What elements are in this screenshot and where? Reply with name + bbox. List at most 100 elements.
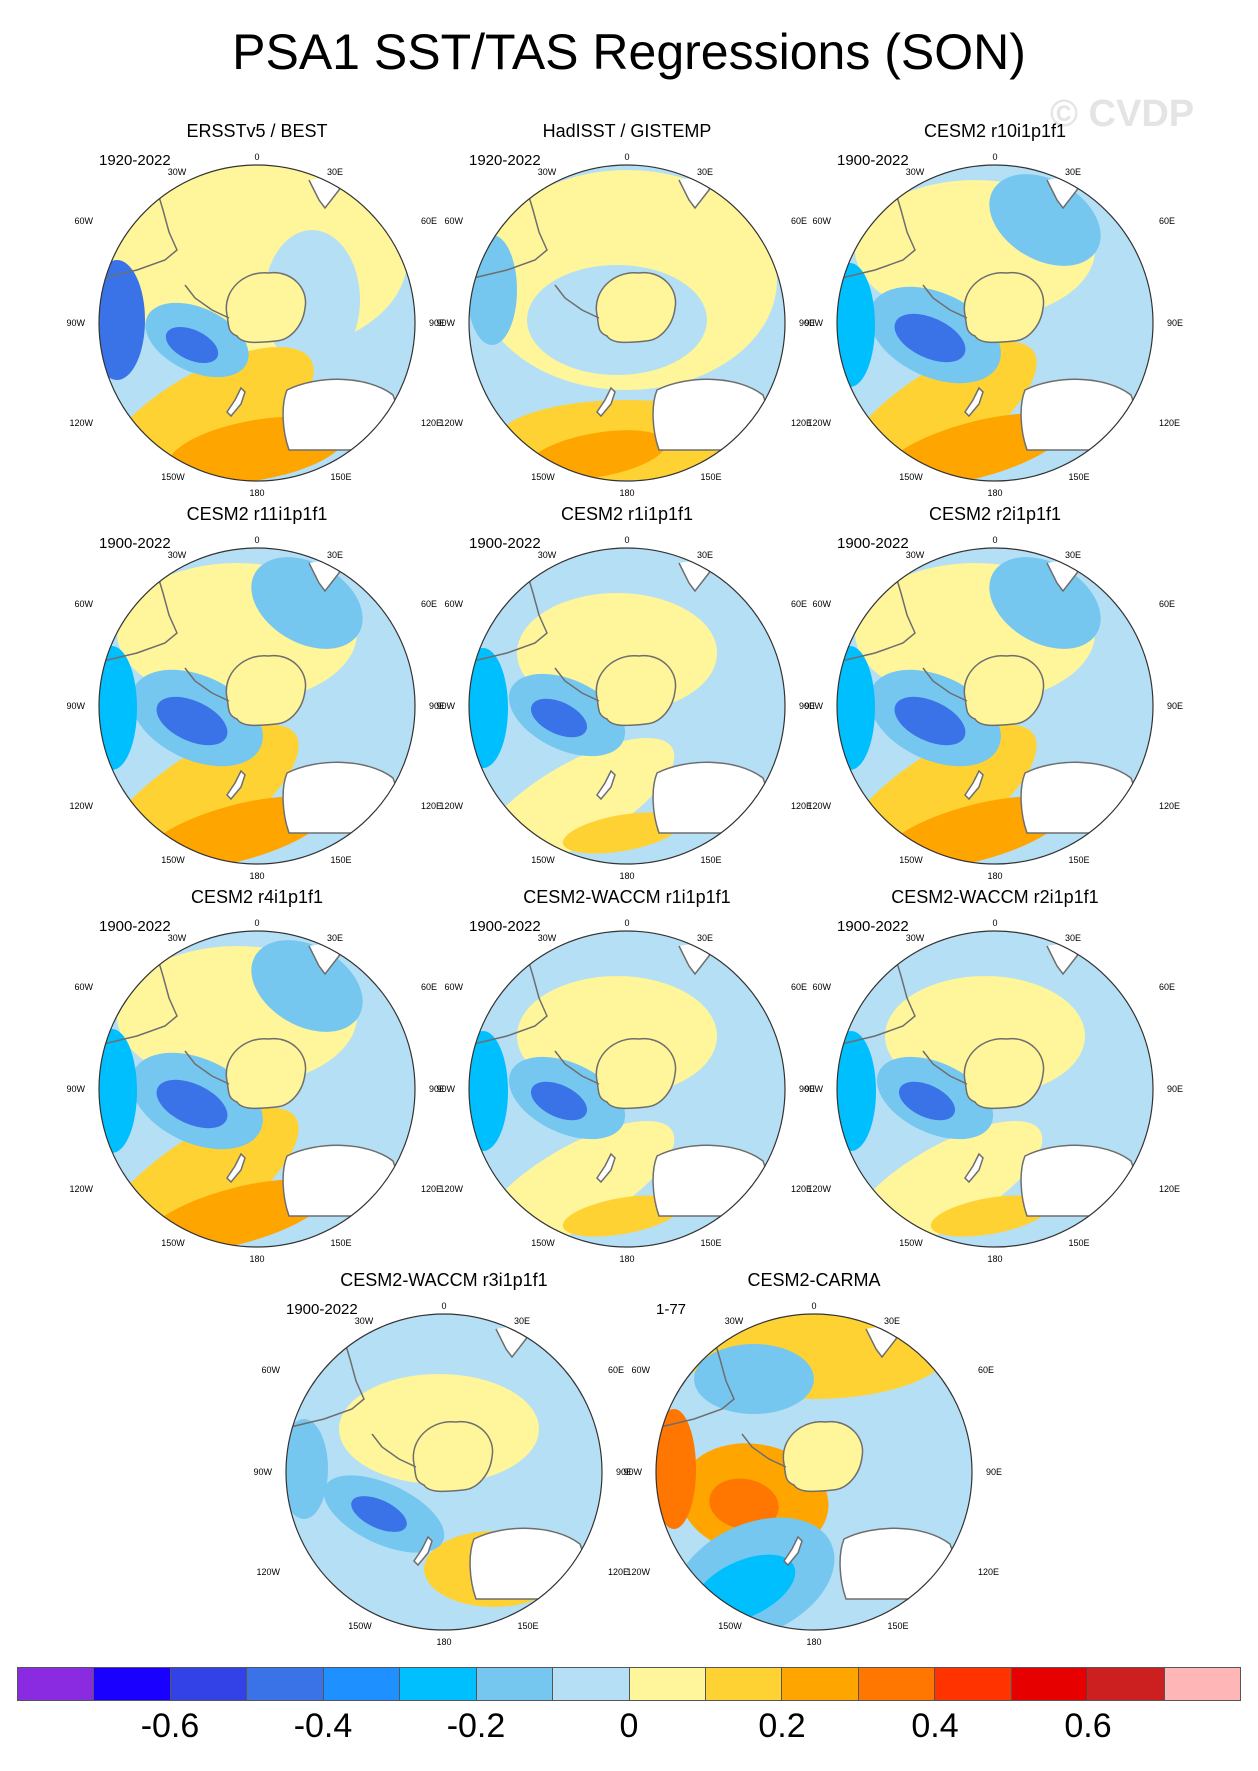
longitude-label: 30W: [538, 933, 557, 943]
polar-map: 0 30W 30E 60W 60E 90W 90E 120W 120E 150W 150E 180: [66, 152, 445, 498]
longitude-label: 30W: [168, 933, 187, 943]
australia-coastline: [282, 378, 399, 451]
colorbar-tick-label: 0: [619, 1707, 639, 1745]
longitude-label: 60W: [812, 216, 831, 226]
panel-title: CESM2-WACCM r3i1p1f1: [340, 1270, 548, 1290]
map-border: [655, 1313, 973, 1631]
new-zealand-coastline: [783, 1535, 803, 1567]
longitude-label: 90W: [253, 1467, 272, 1477]
longitude-label: 120E: [421, 1184, 442, 1194]
longitude-label: 30E: [327, 550, 343, 560]
longitude-label: 30W: [538, 167, 557, 177]
antarctica-coastline: [225, 655, 307, 727]
polar-map: 0 30W 30E 60W 60E 90W 90E 120W 120E 150W 150E 180: [436, 918, 815, 1264]
longitude-label: 150W: [899, 472, 923, 482]
longitude-label: 120E: [1159, 1184, 1180, 1194]
longitude-label: 30W: [906, 550, 925, 560]
peninsula-coastline: [184, 284, 230, 319]
panel-title: HadISST / GISTEMP: [542, 121, 712, 141]
strong-cool-anomaly-region: [165, 326, 219, 364]
map-border: [285, 1313, 603, 1631]
warm-anomaly-region: [930, 1195, 1050, 1237]
australia-coastline: [282, 1144, 399, 1217]
longitude-label: 60W: [261, 1365, 280, 1375]
peninsula-coastline: [922, 284, 968, 319]
longitude-label: 120E: [978, 1567, 999, 1577]
colorbar-swatch: [18, 1668, 95, 1700]
colorbar-tick-label: 0.2: [758, 1707, 806, 1745]
longitude-label: 0: [624, 535, 629, 545]
watermark: © CVDP: [1050, 93, 1195, 135]
map-border: [468, 164, 786, 482]
australia-coastline: [1020, 761, 1137, 834]
longitude-label: 60E: [421, 216, 437, 226]
colorbar-swatch: [782, 1668, 859, 1700]
cool-anomaly-region: [286, 1419, 328, 1519]
longitude-label: 150W: [161, 472, 185, 482]
longitude-label: 180: [987, 871, 1002, 881]
panel-years: 1900-2022: [837, 918, 909, 935]
longitude-label: 30E: [327, 167, 343, 177]
longitude-label: 60W: [74, 982, 93, 992]
strong-cool-anomaly-region: [469, 1031, 508, 1151]
longitude-label: 120E: [791, 1184, 812, 1194]
new-zealand-coastline: [226, 769, 246, 801]
panel-title: CESM2 r2i1p1f1: [928, 504, 1062, 524]
longitude-label: 60W: [631, 1365, 650, 1375]
longitude-label: 0: [254, 918, 259, 928]
longitude-label: 0: [254, 152, 259, 162]
longitude-label: 150E: [517, 1621, 538, 1631]
new-zealand-coastline: [596, 386, 616, 418]
longitude-label: 60W: [444, 599, 463, 609]
longitude-label: 0: [992, 918, 997, 928]
longitude-label: 150W: [899, 1238, 923, 1248]
colorbar-tick-label: -0.6: [140, 1707, 200, 1745]
colorbar-tick-label: 0.4: [911, 1707, 959, 1745]
longitude-label: 30W: [168, 167, 187, 177]
strong-cool-anomaly-region: [837, 1031, 876, 1151]
longitude-label: 60W: [444, 982, 463, 992]
map-panel: 0 30W 30E 60W 60E 90W 90E 120W 120E 150W 150E 180 CE…: [804, 120, 1183, 500]
longitude-label: 90W: [804, 1084, 823, 1094]
longitude-label: 0: [624, 918, 629, 928]
longitude-label: 150E: [1068, 855, 1089, 865]
map-panel: 0 30W 30E 60W 60E 90W 90E 120W 120E 150W 150E 180 CE…: [66, 886, 445, 1266]
longitude-label: 150E: [330, 472, 351, 482]
longitude-label: 90W: [66, 318, 85, 328]
longitude-label: 180: [806, 1637, 821, 1647]
longitude-label: 150E: [700, 472, 721, 482]
longitude-label: 30W: [355, 1316, 374, 1326]
longitude-label: 60W: [74, 216, 93, 226]
longitude-label: 180: [619, 1254, 634, 1264]
polar-map: 0 30W 30E 60W 60E 90W 90E 120W 120E 150W 150E 180: [253, 1301, 632, 1647]
longitude-label: 120E: [791, 418, 812, 428]
colorbar-swatch: [1164, 1668, 1240, 1700]
polar-map: 0 30W 30E 60W 60E 90W 90E 120W 120E 150W 150E 180: [804, 918, 1183, 1264]
peninsula-coastline: [554, 667, 600, 702]
colorbar-swatch: [935, 1668, 1012, 1700]
strong-cool-anomaly-region: [99, 646, 137, 770]
longitude-label: 60E: [791, 216, 807, 226]
polar-map: 0 30W 30E 60W 60E 90W 90E 120W 120E 150W 150E 180: [66, 918, 445, 1264]
longitude-label: 90W: [66, 701, 85, 711]
panel-title: CESM2-WACCM r2i1p1f1: [891, 887, 1099, 907]
longitude-label: 90E: [1167, 701, 1183, 711]
longitude-label: 90E: [1167, 1084, 1183, 1094]
longitude-label: 30E: [327, 933, 343, 943]
longitude-label: 150E: [700, 1238, 721, 1248]
longitude-label: 30E: [514, 1316, 530, 1326]
panel-title: CESM2 r1i1p1f1: [560, 504, 694, 524]
longitude-label: 150W: [531, 472, 555, 482]
longitude-label: 180: [249, 871, 264, 881]
polar-map: 0 30W 30E 60W 60E 90W 90E 120W 120E 150W 150E 180: [436, 535, 815, 881]
map-border: [98, 547, 416, 865]
longitude-label: 90E: [429, 1084, 445, 1094]
longitude-label: 60W: [812, 599, 831, 609]
longitude-label: 30W: [906, 933, 925, 943]
longitude-label: 120W: [807, 801, 831, 811]
colorbar-swatch: [553, 1668, 630, 1700]
longitude-label: 150W: [718, 1621, 742, 1631]
longitude-label: 90W: [804, 318, 823, 328]
australia-coastline: [839, 1527, 956, 1600]
longitude-label: 150E: [887, 1621, 908, 1631]
